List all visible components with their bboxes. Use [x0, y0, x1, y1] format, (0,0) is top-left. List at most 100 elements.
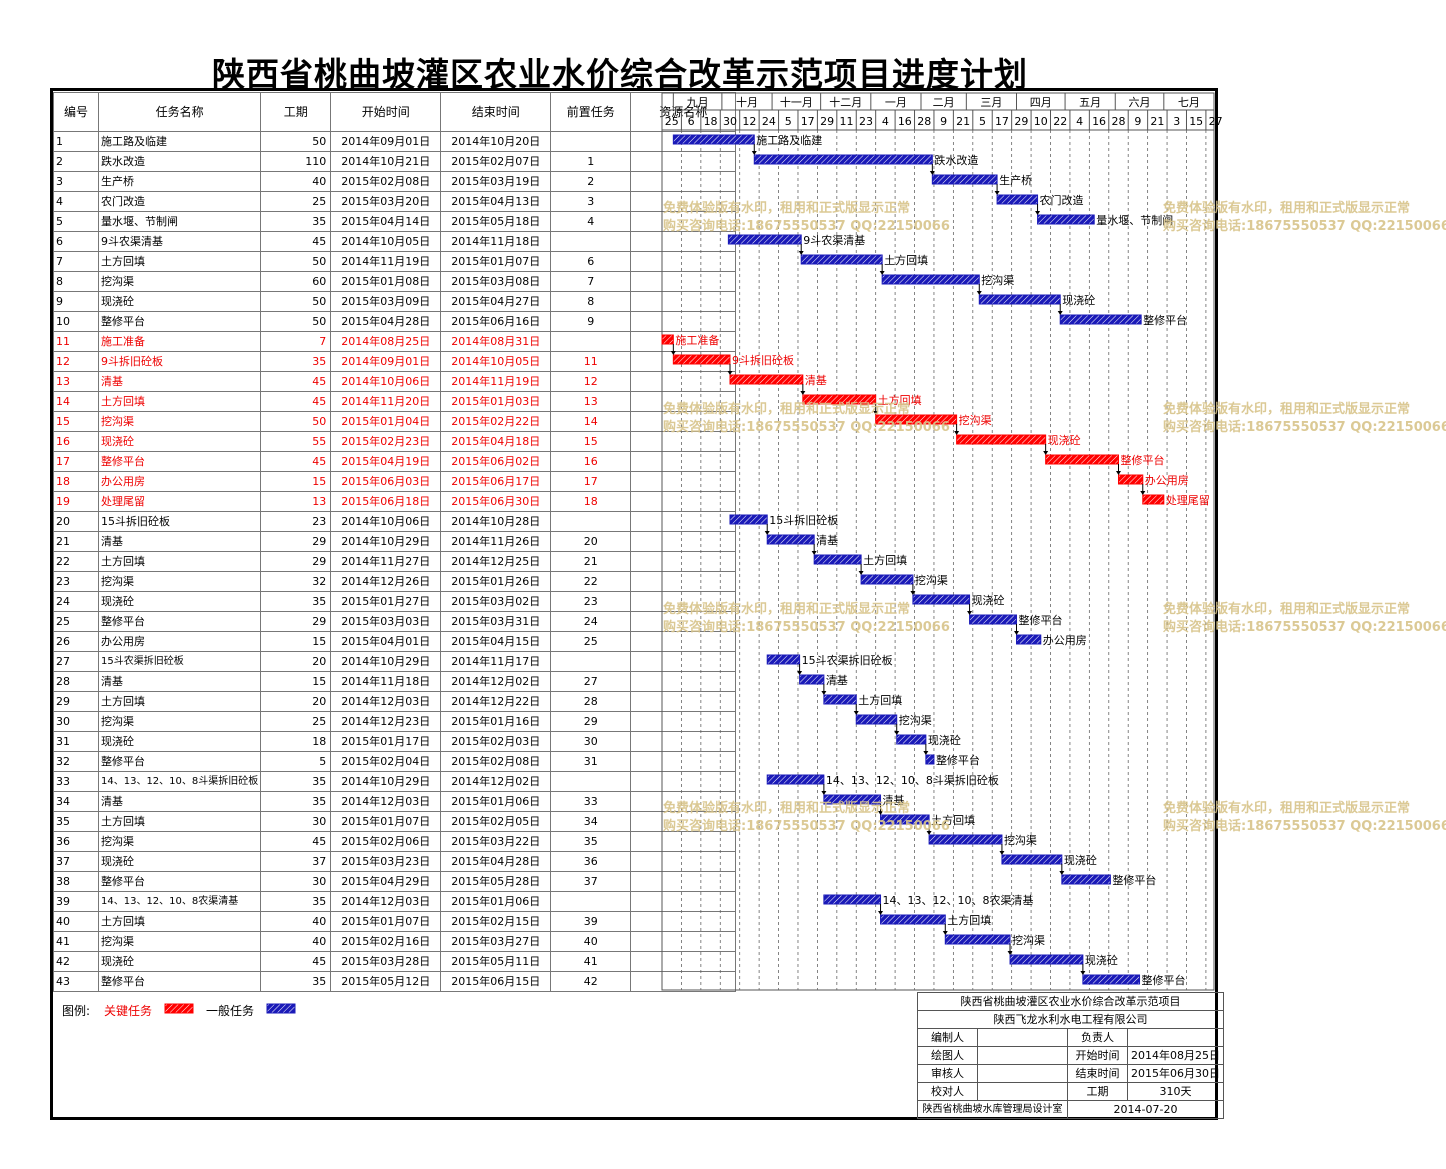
gantt-bar: [880, 914, 946, 925]
gantt-bar-label: 施工路及临建: [756, 133, 822, 147]
task-pred-cell: 42: [550, 971, 632, 992]
tick-label: 28: [917, 115, 931, 128]
gantt-bar-label: 14、13、12、10、8斗渠拆旧砼板: [826, 773, 999, 787]
table-row: 31 现浇砼 18 2015年01月17日 2015年02月03日 30: [53, 731, 737, 752]
legend-normal-label: 一般任务: [206, 1004, 255, 1018]
gantt-bar-label: 土方回填: [947, 913, 991, 927]
task-start-cell: 2014年12月03日: [330, 691, 442, 712]
task-duration-cell: 25: [260, 191, 332, 212]
table-row: 17 整修平台 45 2015年04月19日 2015年06月02日 16: [53, 451, 737, 472]
tick-label: 21: [956, 115, 970, 128]
table-row: 27 15斗农渠拆旧砼板 20 2014年10月29日 2014年11月17日: [53, 651, 737, 672]
gantt-bar-label: 整修平台: [1142, 973, 1186, 987]
table-row: 28 清基 15 2014年11月18日 2014年12月02日 27: [53, 671, 737, 692]
tick-label: 29: [820, 115, 834, 128]
gantt-bar-label: 土方回填: [878, 393, 922, 407]
task-id-cell: 24: [53, 591, 99, 612]
task-id-cell: 10: [53, 311, 99, 332]
gantt-bar-label: 清基: [816, 534, 838, 547]
tick-label: 24: [762, 115, 776, 128]
legend-label: 图例:: [62, 1004, 91, 1018]
table-row: 18 办公用房 15 2015年06月03日 2015年06月17日 17: [53, 471, 737, 492]
gantt-bar: [661, 334, 674, 345]
info-editor: 编制人: [917, 1028, 978, 1047]
gantt-bar-label: 9斗农渠清基: [803, 233, 865, 247]
col-header-resource: 资源名称: [630, 92, 737, 132]
tick-label: 9: [1134, 115, 1141, 128]
month-label: 四月: [1030, 96, 1052, 109]
dependency-arrow: [878, 911, 884, 915]
dependency-arrow: [821, 791, 827, 795]
gantt-bar: [1001, 854, 1063, 865]
gantt-bar-label: 现浇砼: [1062, 294, 1095, 307]
gantt-bar-label: 现浇砼: [928, 734, 961, 747]
tick-label: 25: [665, 115, 679, 128]
gantt-bar-label: 挖沟渠: [1004, 833, 1037, 847]
gantt-bar-label: 清基: [826, 674, 848, 687]
gantt-bar-label: 15斗农渠拆旧砼板: [802, 653, 893, 667]
dependency-arrow: [954, 431, 960, 435]
gantt-bar-label: 挖沟渠: [915, 573, 948, 587]
dependency-arrow: [976, 291, 982, 295]
task-start-cell: 2014年10月05日: [330, 231, 442, 252]
gantt-bar-label: 土方回填: [858, 693, 902, 707]
tick-label: 16: [1092, 115, 1106, 128]
col-header-pred: 前置任务: [550, 92, 632, 132]
gantt-bar-label: 整修平台: [1112, 873, 1156, 887]
table-row: 24 现浇砼 35 2015年01月27日 2015年03月02日 23: [53, 591, 737, 612]
table-row: 13 清基 45 2014年10月06日 2014年11月19日 12: [53, 371, 737, 392]
gantt-bar: [1009, 954, 1084, 965]
table-row: 34 清基 35 2014年12月03日 2015年01月06日 33: [53, 791, 737, 812]
task-duration-cell: 30: [260, 871, 332, 892]
gantt-bar-label: 土方回填: [863, 553, 907, 567]
task-name-cell: 现浇砼: [97, 591, 262, 612]
task-start-cell: 2014年10月29日: [330, 771, 442, 792]
table-row: 10 整修平台 50 2015年04月28日 2015年06月16日 9: [53, 311, 737, 332]
table-row: 43 整修平台 35 2015年05月12日 2015年06月15日 42: [53, 971, 737, 992]
tick-label: 5: [979, 115, 986, 128]
gantt-bar-label: 整修平台: [1143, 313, 1187, 327]
task-start-cell: 2015年03月09日: [330, 291, 442, 312]
task-name-cell: 挖沟渠: [97, 271, 262, 292]
task-end-cell: 2015年04月13日: [440, 191, 552, 212]
tick-label: 5: [785, 115, 792, 128]
table-row: 19 处理尾留 13 2015年06月18日 2015年06月30日 18: [53, 491, 737, 512]
table-row: 41 挖沟渠 40 2015年02月16日 2015年03月27日 40: [53, 931, 737, 952]
table-row: 36 挖沟渠 45 2015年02月06日 2015年03月22日 35: [53, 831, 737, 852]
gantt-bar: [928, 834, 1003, 845]
tick-label: 16: [898, 115, 912, 128]
dependency-arrow: [797, 671, 803, 675]
tick-label: 17: [995, 115, 1009, 128]
gantt-bar-label: 清基: [805, 374, 827, 387]
dependency-arrow: [999, 851, 1005, 855]
dependency-arrow: [821, 691, 827, 695]
task-end-cell: 2015年02月22日: [440, 411, 552, 432]
task-name-cell: 土方回填: [97, 911, 262, 932]
table-row: 20 15斗拆旧砼板 23 2014年10月06日 2014年10月28日: [53, 511, 737, 532]
tick-label: 28: [1111, 115, 1125, 128]
info-dur-value: 310天: [1126, 1082, 1225, 1101]
task-start-cell: 2014年12月26日: [330, 571, 442, 592]
task-duration-cell: 50: [260, 131, 332, 152]
task-name-cell: 土方回填: [97, 551, 262, 572]
gantt-bar: [753, 154, 933, 165]
gantt-bar: [729, 514, 768, 525]
task-end-cell: 2015年04月28日: [440, 851, 552, 872]
gantt-bar: [880, 814, 930, 825]
task-start-cell: 2015年02月23日: [330, 431, 442, 452]
gantt-bar: [1045, 454, 1119, 465]
gantt-bar: [823, 794, 882, 805]
dependency-arrow: [879, 271, 885, 275]
task-end-cell: 2014年11月26日: [440, 531, 552, 552]
dependency-arrow: [1043, 451, 1049, 455]
table-row: 22 土方回填 29 2014年11月27日 2014年12月25日 21: [53, 551, 737, 572]
dependency-arrow: [853, 711, 859, 715]
gantt-bar-label: 处理尾留: [1166, 494, 1210, 507]
dependency-arrow: [1057, 311, 1063, 315]
task-resource-cell: [630, 971, 737, 992]
task-id-cell: 13: [53, 371, 99, 392]
gantt-bar-label: 挖沟渠: [899, 713, 932, 727]
task-start-cell: 2015年01月27日: [330, 591, 442, 612]
gantt-bar: [672, 134, 755, 145]
gantt-bar: [860, 574, 914, 585]
